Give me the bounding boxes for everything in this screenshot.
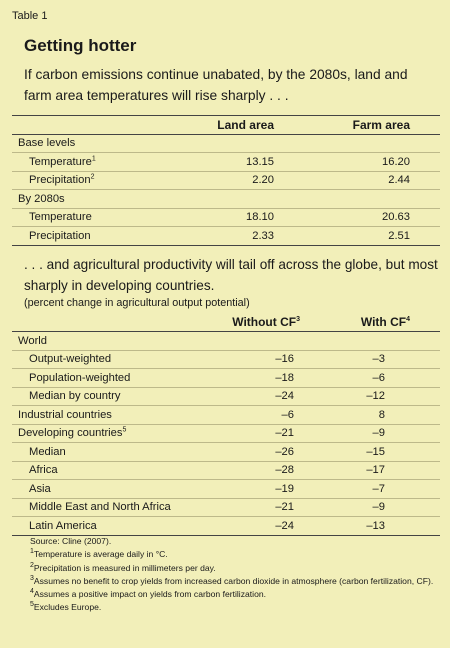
- cell-without: –21: [182, 498, 308, 517]
- table-row: Output-weighted –16 –3: [12, 350, 440, 369]
- row-label: Output-weighted: [12, 350, 182, 369]
- table-row: Precipitation 2.33 2.51: [12, 227, 440, 246]
- row-label: Precipitation2: [12, 171, 152, 190]
- cell-without: –18: [182, 368, 308, 388]
- row-label: Industrial countries: [12, 405, 182, 425]
- cell-land: 2.20: [152, 171, 280, 190]
- temperature-table: Land area Farm area Base levels Temperat…: [12, 115, 440, 246]
- table-row: Latin America –24 –13: [12, 517, 440, 536]
- group-label-base: Base levels: [12, 134, 440, 153]
- table-number: Table 1: [12, 10, 48, 22]
- cell-without: –28: [182, 461, 308, 480]
- cell-farm: 16.20: [280, 152, 440, 172]
- group-label-future: By 2080s: [12, 189, 440, 209]
- cell-with: –6: [308, 368, 440, 388]
- group-row: By 2080s: [12, 189, 440, 209]
- cell-land: 2.33: [252, 229, 274, 242]
- footnote-3: 3Assumes no benefit to crop yields from …: [30, 575, 434, 586]
- row-label: Temperature1: [12, 152, 152, 172]
- table-header-row: Land area Farm area: [12, 116, 440, 135]
- row-label: Median: [12, 442, 182, 462]
- table-row: Developing countries5 –21 –9: [12, 424, 440, 443]
- cell-without: –16: [182, 350, 308, 369]
- group-row: World: [12, 331, 440, 351]
- cell-with: 8: [308, 405, 440, 425]
- cell-farm: 20.63: [280, 208, 440, 227]
- header-without-cf: Without CF3: [232, 315, 300, 329]
- cell-without: –6: [182, 405, 308, 425]
- footnote-5: 5Excludes Europe.: [30, 601, 102, 613]
- second-intro-text: . . . and agricultural productivity will…: [24, 257, 438, 293]
- cell-with: –7: [308, 479, 440, 499]
- table-row: Median –26 –15: [12, 442, 440, 462]
- group-label-world: World: [12, 331, 440, 351]
- table-row: Middle East and North Africa –21 –9: [12, 498, 440, 517]
- cell-without: –19: [182, 479, 308, 499]
- header-land-area: Land area: [217, 117, 274, 132]
- cell-without: –24: [182, 387, 308, 406]
- cell-with: –3: [308, 350, 440, 369]
- cell-with: –17: [308, 461, 440, 480]
- cell-farm: 2.51: [388, 229, 410, 242]
- intro-text: If carbon emissions continue unabated, b…: [24, 67, 408, 103]
- cell-land: 18.10: [152, 208, 280, 227]
- table-row: Industrial countries –6 8: [12, 405, 440, 425]
- table-row: Temperature 18.10 20.63: [12, 208, 440, 227]
- header-blank: [12, 313, 182, 332]
- footnote-1: 1Temperature is average daily in °C.: [30, 548, 168, 560]
- table-row: Precipitation2 2.20 2.44: [12, 171, 440, 190]
- cell-with: –9: [308, 424, 440, 443]
- row-label: Middle East and North Africa: [12, 498, 182, 517]
- table-row: Asia –19 –7: [12, 479, 440, 499]
- header-farm-area: Farm area: [352, 117, 410, 132]
- row-label: Asia: [12, 479, 182, 499]
- header-blank: [12, 116, 152, 135]
- table-title: Getting hotter: [24, 36, 137, 55]
- group-row: Base levels: [12, 134, 440, 153]
- cell-farm: 2.44: [280, 171, 440, 190]
- productivity-table: Without CF3 With CF4 World Output-weight…: [12, 313, 440, 536]
- table-row: Africa –28 –17: [12, 461, 440, 480]
- cell-land: 13.15: [152, 152, 280, 172]
- table-row: Temperature1 13.15 16.20: [12, 152, 440, 172]
- cell-with: –13: [366, 519, 385, 532]
- table-row: Population-weighted –18 –6: [12, 368, 440, 388]
- row-label: Median by country: [12, 387, 182, 406]
- row-label: Africa: [12, 461, 182, 480]
- row-label: Population-weighted: [12, 368, 182, 388]
- footnote-4: 4Assumes a positive impact on yields fro…: [30, 588, 267, 600]
- header-with-cf: With CF4: [360, 315, 410, 329]
- table-row: Median by country –24 –12: [12, 387, 440, 406]
- cell-with: –12: [308, 387, 440, 406]
- row-label: Precipitation: [29, 229, 91, 242]
- footnotes: Source: Cline (2007). 1Temperature is av…: [30, 535, 442, 615]
- unit-note: (percent change in agricultural output p…: [24, 297, 250, 309]
- table-header-row: Without CF3 With CF4: [12, 313, 440, 332]
- source-note: Source: Cline (2007).: [30, 536, 112, 546]
- cell-without: –26: [182, 442, 308, 462]
- cell-without: –24: [275, 519, 294, 532]
- cell-without: –21: [182, 424, 308, 443]
- row-label: Developing countries5: [12, 424, 182, 443]
- row-label: Latin America: [29, 519, 97, 532]
- row-label: Temperature: [12, 208, 152, 227]
- footnote-2: 2Precipitation is measured in millimeter…: [30, 561, 216, 573]
- cell-with: –9: [308, 498, 440, 517]
- cell-with: –15: [308, 442, 440, 462]
